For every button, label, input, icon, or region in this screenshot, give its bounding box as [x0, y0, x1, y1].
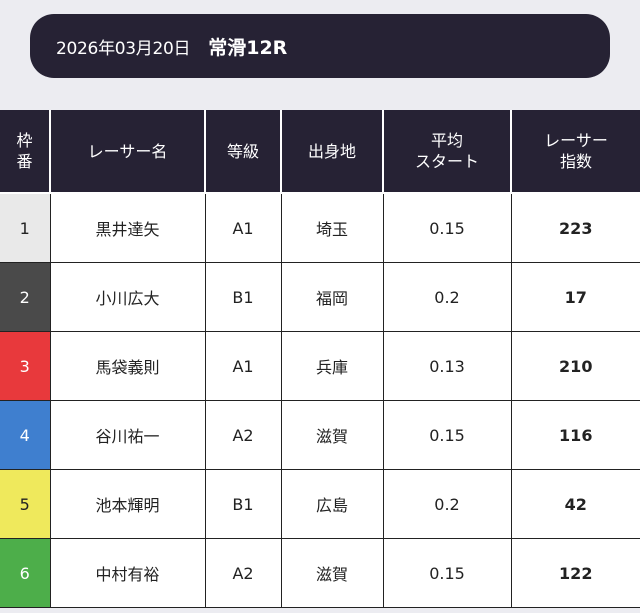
column-header-frame-line2: 番 [16, 152, 33, 171]
table-row: 6 中村有裕 A2 滋賀 0.15 122 [0, 538, 640, 608]
column-header-frame: 枠 番 [0, 110, 51, 194]
race-title: 常滑12R [208, 36, 288, 59]
table-row: 2 小川広大 B1 福岡 0.2 17 [0, 262, 640, 332]
hometown-cell: 滋賀 [281, 400, 384, 470]
racer-name-cell: 池本輝明 [50, 469, 206, 539]
hometown-cell: 滋賀 [281, 538, 384, 608]
table-row: 4 谷川祐一 A2 滋賀 0.15 116 [0, 400, 640, 470]
avg-start-cell: 0.13 [383, 331, 512, 401]
hometown-cell: 兵庫 [281, 331, 384, 401]
grade-cell: A1 [205, 193, 282, 263]
racer-name-cell: 馬袋義則 [50, 331, 206, 401]
table-body: 1 黒井達矢 A1 埼玉 0.15 223 2 小川広大 B1 福岡 0.2 17 3 馬袋義則 A1 兵庫 0… [0, 193, 640, 608]
column-header-name: レーサー名 [50, 110, 206, 194]
column-header-avg-start: 平均 スタート [383, 110, 512, 194]
table-row: 3 馬袋義則 A1 兵庫 0.13 210 [0, 331, 640, 401]
racer-name-cell: 黒井達矢 [50, 193, 206, 263]
column-header-avg-start-line1: 平均 [430, 131, 463, 150]
racer-score-cell: 42 [511, 469, 640, 539]
grade-cell: A2 [205, 538, 282, 608]
avg-start-cell: 0.2 [383, 262, 512, 332]
column-header-hometown: 出身地 [281, 110, 384, 194]
table-row: 5 池本輝明 B1 広島 0.2 42 [0, 469, 640, 539]
grade-cell: A1 [205, 331, 282, 401]
column-header-grade: 等級 [205, 110, 282, 194]
racer-score-cell: 17 [511, 262, 640, 332]
racer-score-cell: 210 [511, 331, 640, 401]
race-date: 2026年03月20日 [56, 38, 191, 59]
hometown-cell: 埼玉 [281, 193, 384, 263]
hometown-cell: 広島 [281, 469, 384, 539]
frame-number-cell: 6 [0, 538, 51, 608]
column-header-avg-start-line2: スタート [414, 152, 479, 171]
grade-cell: B1 [205, 469, 282, 539]
frame-number-cell: 3 [0, 331, 51, 401]
column-header-frame-line1: 枠 [16, 131, 33, 150]
table-header-row: 枠 番 レーサー名 等級 出身地 平均 スタート レーサー 指数 [0, 110, 640, 194]
racer-score-cell: 122 [511, 538, 640, 608]
racer-score-cell: 223 [511, 193, 640, 263]
racer-name-cell: 中村有裕 [50, 538, 206, 608]
racer-name-cell: 谷川祐一 [50, 400, 206, 470]
frame-number-cell: 2 [0, 262, 51, 332]
frame-number-cell: 5 [0, 469, 51, 539]
table-row: 1 黒井達矢 A1 埼玉 0.15 223 [0, 193, 640, 263]
hometown-cell: 福岡 [281, 262, 384, 332]
column-header-score-line1: レーサー [544, 131, 608, 150]
racer-name-cell: 小川広大 [50, 262, 206, 332]
column-header-score-line2: 指数 [559, 152, 592, 171]
grade-cell: B1 [205, 262, 282, 332]
avg-start-cell: 0.15 [383, 538, 512, 608]
avg-start-cell: 0.15 [383, 193, 512, 263]
racer-score-cell: 116 [511, 400, 640, 470]
frame-number-cell: 4 [0, 400, 51, 470]
avg-start-cell: 0.2 [383, 469, 512, 539]
frame-number-cell: 1 [0, 193, 51, 263]
racer-table: 枠 番 レーサー名 等級 出身地 平均 スタート レーサー 指数 1 黒井達矢 A1… [0, 110, 640, 608]
avg-start-cell: 0.15 [383, 400, 512, 470]
column-header-score: レーサー 指数 [511, 110, 640, 194]
grade-cell: A2 [205, 400, 282, 470]
race-header: 2026年03月20日 常滑12R [30, 14, 610, 78]
